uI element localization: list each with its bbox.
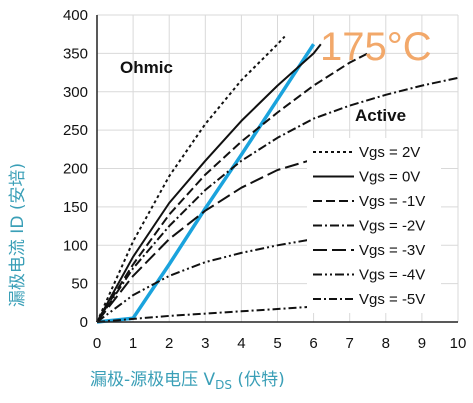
y-tick-label-4: 200 bbox=[63, 161, 88, 178]
x-tick-label-2: 2 bbox=[165, 335, 173, 352]
legend-label-5: Vgs = -4V bbox=[359, 267, 425, 284]
y-tick-label-6: 300 bbox=[63, 84, 88, 101]
x-tick-label-0: 0 bbox=[93, 335, 101, 352]
y-tick-labels: 0 50 100 150 200 250 300 350 400 bbox=[63, 7, 88, 331]
active-region-label: Active bbox=[355, 106, 406, 125]
x-axis-title-main: 漏极-源极电压 V bbox=[90, 370, 216, 390]
y-tick-label-0: 0 bbox=[80, 314, 88, 331]
y-tick-label-3: 150 bbox=[63, 199, 88, 216]
temperature-label: 175°C bbox=[320, 25, 432, 69]
y-tick-label-8: 400 bbox=[63, 7, 88, 24]
series-line-6 bbox=[96, 305, 314, 323]
x-tick-label-1: 1 bbox=[129, 335, 137, 352]
x-tick-label-9: 9 bbox=[418, 335, 426, 352]
legend-label-6: Vgs = -5V bbox=[359, 291, 425, 308]
series-line-2 bbox=[96, 52, 369, 323]
legend-label-3: Vgs = -2V bbox=[359, 218, 425, 235]
x-tick-label-6: 6 bbox=[309, 335, 317, 352]
x-tick-label-4: 4 bbox=[237, 335, 245, 352]
x-tick-label-10: 10 bbox=[450, 335, 467, 352]
series-line-5 bbox=[96, 238, 314, 323]
y-axis-title: 漏极电流 ID (安培) bbox=[8, 163, 28, 307]
x-tick-label-8: 8 bbox=[382, 335, 390, 352]
legend-label-1: Vgs = 0V bbox=[359, 169, 420, 186]
x-axis-title: 漏极-源极电压 VDS (伏特) bbox=[90, 370, 285, 392]
legend-label-2: Vgs = -1V bbox=[359, 193, 425, 210]
x-tick-label-3: 3 bbox=[201, 335, 209, 352]
y-tick-label-2: 100 bbox=[63, 237, 88, 254]
series-layer bbox=[96, 35, 459, 323]
x-axis-title-sub: DS bbox=[215, 378, 232, 392]
series-line-1 bbox=[96, 43, 322, 323]
x-tick-label-7: 7 bbox=[346, 335, 354, 352]
legend-label-0: Vgs = 2V bbox=[359, 144, 420, 161]
legend-background bbox=[307, 138, 441, 313]
x-axis-title-suffix: (伏特) bbox=[232, 370, 285, 390]
x-tick-label-5: 5 bbox=[273, 335, 281, 352]
legend-label-4: Vgs = -3V bbox=[359, 242, 425, 259]
y-tick-label-5: 250 bbox=[63, 122, 88, 139]
series-line-4 bbox=[96, 158, 314, 323]
legend: Vgs = 2V Vgs = 0V Vgs = -1V Vgs = -2V Vgs = … bbox=[307, 138, 441, 313]
series-line-3 bbox=[96, 76, 459, 323]
x-tick-labels: 0 1 2 3 4 5 6 7 8 9 10 bbox=[93, 335, 467, 352]
y-tick-label-1: 50 bbox=[71, 276, 88, 293]
y-tick-label-7: 350 bbox=[63, 45, 88, 62]
axes bbox=[96, 15, 458, 323]
ohmic-region-label: Ohmic bbox=[120, 58, 173, 77]
